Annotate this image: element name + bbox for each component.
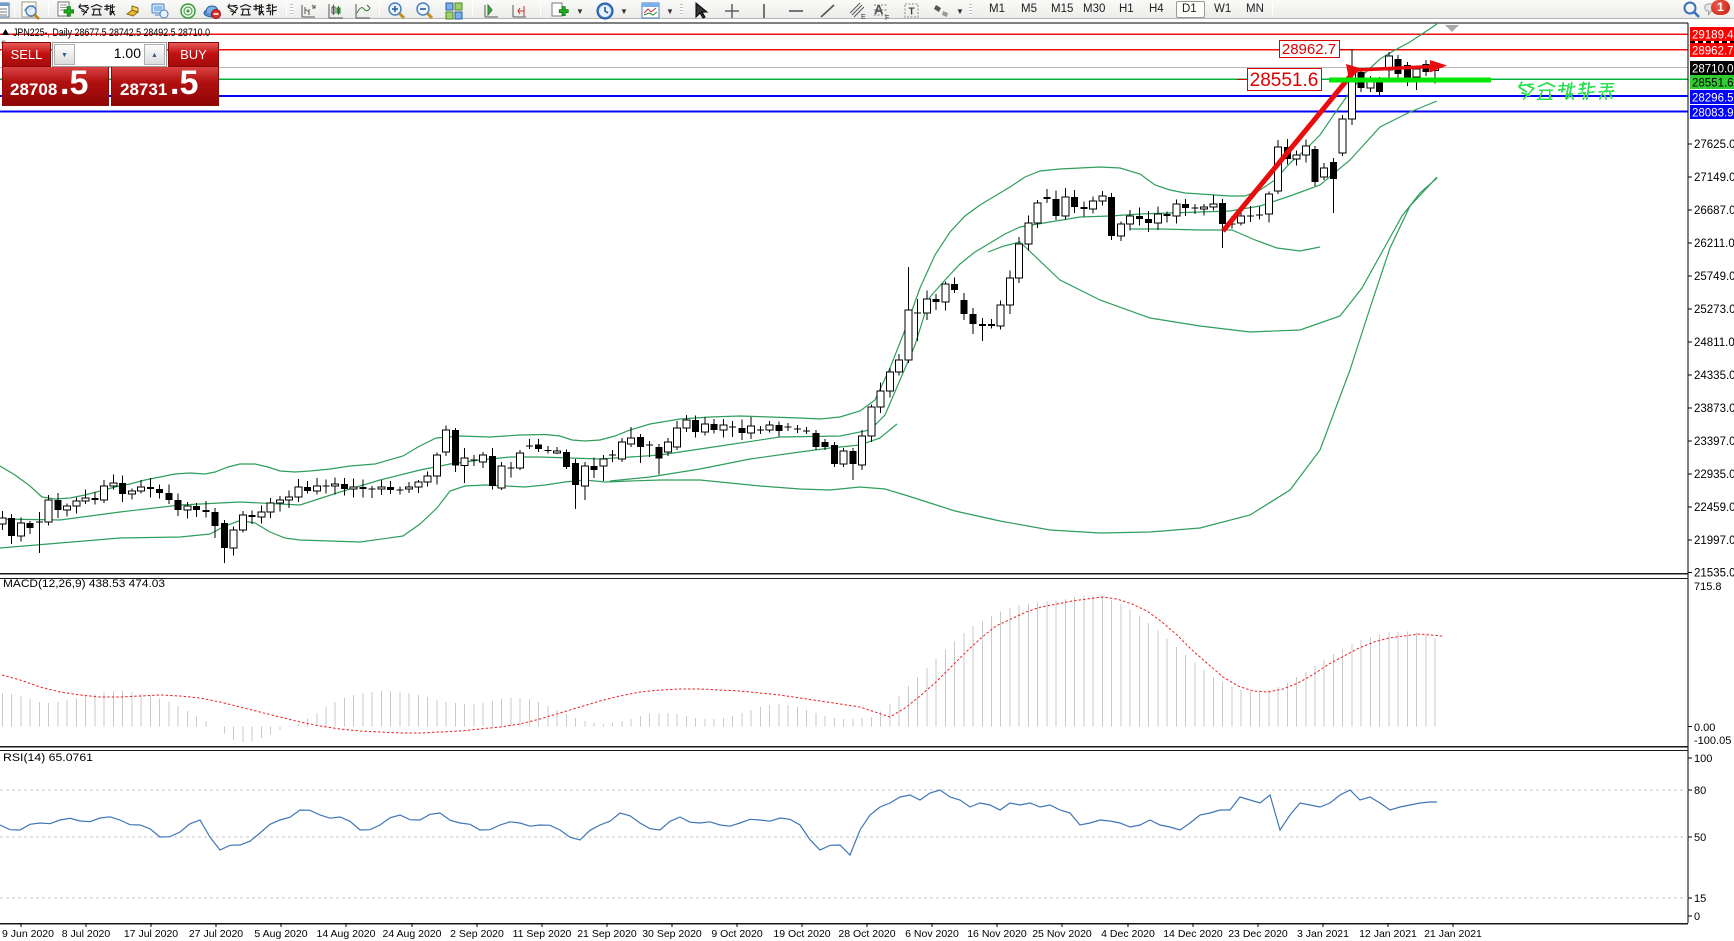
svg-text:11 Sep 2020: 11 Sep 2020 bbox=[513, 928, 572, 940]
svg-text:28551.6: 28551.6 bbox=[1250, 70, 1319, 91]
svg-text:24 Aug 2020: 24 Aug 2020 bbox=[383, 928, 442, 940]
svg-text:30 Sep 2020: 30 Sep 2020 bbox=[642, 928, 702, 940]
svg-text:3 Jan 2021: 3 Jan 2021 bbox=[1297, 928, 1349, 940]
svg-text:28962.7: 28962.7 bbox=[1282, 41, 1336, 58]
svg-text:100: 100 bbox=[1694, 753, 1712, 765]
svg-text:28083.9: 28083.9 bbox=[1692, 108, 1734, 120]
svg-text:14 Dec 2020: 14 Dec 2020 bbox=[1163, 928, 1223, 940]
svg-text:14 Aug 2020: 14 Aug 2020 bbox=[317, 928, 376, 940]
svg-text:9 Jun 2020: 9 Jun 2020 bbox=[2, 928, 54, 940]
svg-text:24335.0: 24335.0 bbox=[1694, 370, 1734, 382]
svg-text:27 Jul 2020: 27 Jul 2020 bbox=[189, 928, 243, 940]
svg-text:5 Aug 2020: 5 Aug 2020 bbox=[254, 928, 307, 940]
svg-text:21 Sep 2020: 21 Sep 2020 bbox=[577, 928, 637, 940]
svg-text:16 Nov 2020: 16 Nov 2020 bbox=[967, 928, 1027, 940]
svg-text:8 Jul 2020: 8 Jul 2020 bbox=[62, 928, 111, 940]
svg-text:9 Oct 2020: 9 Oct 2020 bbox=[711, 928, 763, 940]
svg-text:23 Dec 2020: 23 Dec 2020 bbox=[1228, 928, 1288, 940]
svg-text:27149.0: 27149.0 bbox=[1694, 172, 1734, 184]
svg-text:21535.0: 21535.0 bbox=[1694, 568, 1734, 580]
svg-text:22935.0: 22935.0 bbox=[1694, 469, 1734, 481]
svg-text:29189.4: 29189.4 bbox=[1692, 30, 1734, 42]
svg-text:27625.0: 27625.0 bbox=[1694, 139, 1734, 151]
svg-text:F: F bbox=[885, 15, 889, 21]
svg-text:23397.0: 23397.0 bbox=[1694, 436, 1734, 448]
svg-text:0: 0 bbox=[1694, 911, 1700, 923]
svg-text:25 Nov 2020: 25 Nov 2020 bbox=[1032, 928, 1092, 940]
svg-text:6 Nov 2020: 6 Nov 2020 bbox=[905, 928, 959, 940]
svg-text:28551.6: 28551.6 bbox=[1692, 78, 1734, 90]
svg-text:50: 50 bbox=[1694, 832, 1706, 844]
svg-text:23873.0: 23873.0 bbox=[1694, 403, 1734, 415]
svg-text:JPN225-, Daily 28677.5 28742.: JPN225-, Daily 28677.5 28742.5 28492.5 2… bbox=[13, 27, 210, 39]
svg-text:26211.0: 26211.0 bbox=[1694, 238, 1734, 250]
svg-text:2 Sep 2020: 2 Sep 2020 bbox=[450, 928, 504, 940]
svg-text:12 Jan 2021: 12 Jan 2021 bbox=[1359, 928, 1417, 940]
svg-text:25273.0: 25273.0 bbox=[1694, 304, 1734, 316]
svg-text:26687.0: 26687.0 bbox=[1694, 205, 1734, 217]
svg-text:17 Jul 2020: 17 Jul 2020 bbox=[124, 928, 178, 940]
svg-text:E: E bbox=[861, 14, 866, 21]
svg-text:28296.5: 28296.5 bbox=[1692, 93, 1734, 105]
svg-text:0.00: 0.00 bbox=[1694, 722, 1715, 734]
svg-text:22459.0: 22459.0 bbox=[1694, 502, 1734, 514]
svg-text:25749.0: 25749.0 bbox=[1694, 271, 1734, 283]
svg-text:21 Jan 2021: 21 Jan 2021 bbox=[1424, 928, 1482, 940]
svg-text:-100.05: -100.05 bbox=[1694, 735, 1731, 747]
svg-text:715.8: 715.8 bbox=[1694, 581, 1722, 593]
svg-text:21997.0: 21997.0 bbox=[1694, 535, 1734, 547]
svg-text:19 Oct 2020: 19 Oct 2020 bbox=[773, 928, 830, 940]
svg-text:24811.0: 24811.0 bbox=[1694, 337, 1734, 349]
svg-text:4 Dec 2020: 4 Dec 2020 bbox=[1101, 928, 1155, 940]
svg-text:28962.7: 28962.7 bbox=[1692, 46, 1734, 58]
svg-text:T: T bbox=[909, 7, 915, 18]
svg-text:28710.0: 28710.0 bbox=[1692, 64, 1734, 76]
svg-text:28 Oct 2020: 28 Oct 2020 bbox=[838, 928, 895, 940]
svg-text:RSI(14) 65.0761: RSI(14) 65.0761 bbox=[3, 752, 93, 764]
svg-text:MACD(12,26,9) 438.53 474.03: MACD(12,26,9) 438.53 474.03 bbox=[3, 578, 165, 590]
svg-text:15: 15 bbox=[1694, 893, 1706, 905]
svg-text:80: 80 bbox=[1694, 785, 1706, 797]
